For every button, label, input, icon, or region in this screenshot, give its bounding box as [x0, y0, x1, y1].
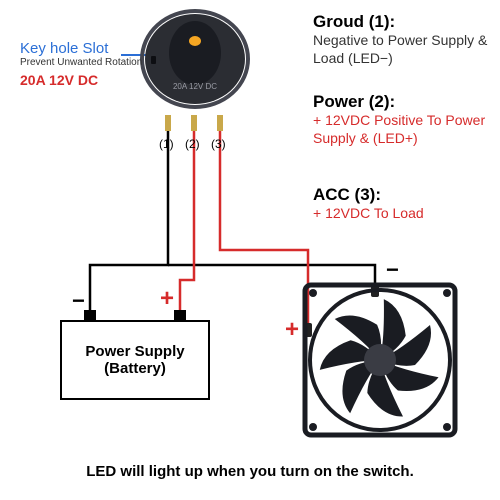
battery-label-line2: (Battery)	[62, 360, 208, 377]
legend-ground: Groud (1): Negative to Power Supply & Lo…	[313, 12, 488, 67]
legend-power-body: + 12VDC Positive To Power Supply & (LED+…	[313, 112, 488, 147]
fan-minus-symbol: −	[386, 257, 399, 283]
switch-pin-3	[217, 115, 223, 131]
pin-label: (3)	[211, 137, 226, 151]
switch-pin-2	[191, 115, 197, 131]
legend-power: Power (2): + 12VDC Positive To Power Sup…	[313, 92, 488, 147]
switch-silk-text: 20A 12V DC	[173, 82, 217, 91]
legend-acc: ACC (3): + 12VDC To Load	[313, 185, 488, 223]
footer-caption: LED will light up when you turn on the s…	[0, 463, 500, 480]
fan-load	[305, 285, 455, 435]
legend-acc-title: ACC (3):	[313, 185, 488, 205]
switch-keyhole-slot	[151, 56, 156, 64]
pin-label: (1)	[159, 137, 174, 151]
wire-ground-to-fan	[168, 265, 375, 285]
fan-bolt	[443, 289, 451, 297]
wire-power-to-battery	[180, 130, 194, 320]
legend-ground-body: Negative to Power Supply & Load (LED−)	[313, 32, 488, 67]
pin-label: (2)	[185, 137, 200, 151]
fan-hub	[364, 344, 396, 376]
battery-label-line1: Power Supply	[62, 343, 208, 360]
switch-rating-label: 20A 12V DC	[20, 72, 142, 88]
switch-led-dot	[189, 36, 201, 46]
switch-dome	[169, 21, 221, 85]
wire-ground-to-battery	[90, 130, 168, 320]
rocker-switch: 20A 12V DC	[142, 11, 248, 131]
battery-terminal-positive	[174, 310, 186, 320]
fan-bolt	[443, 423, 451, 431]
fan-bolt	[309, 423, 317, 431]
legend-acc-body: + 12VDC To Load	[313, 205, 488, 223]
keyhole-label-block: Key hole Slot Prevent Unwanted Rotation …	[20, 40, 142, 88]
legend-power-title: Power (2):	[313, 92, 488, 112]
battery-minus-symbol: −	[72, 288, 85, 314]
keyhole-slot-label: Key hole Slot	[20, 40, 142, 57]
legend-ground-title: Groud (1):	[313, 12, 488, 32]
battery-plus-symbol: +	[160, 285, 174, 313]
fan-bolt	[309, 289, 317, 297]
wire-acc-to-fan	[220, 130, 308, 325]
battery-box: Power Supply (Battery)	[60, 320, 210, 400]
switch-pin-1	[165, 115, 171, 131]
battery-terminal-negative	[84, 310, 96, 320]
keyhole-slot-sublabel: Prevent Unwanted Rotation	[20, 57, 142, 68]
fan-plus-symbol: +	[285, 316, 299, 344]
